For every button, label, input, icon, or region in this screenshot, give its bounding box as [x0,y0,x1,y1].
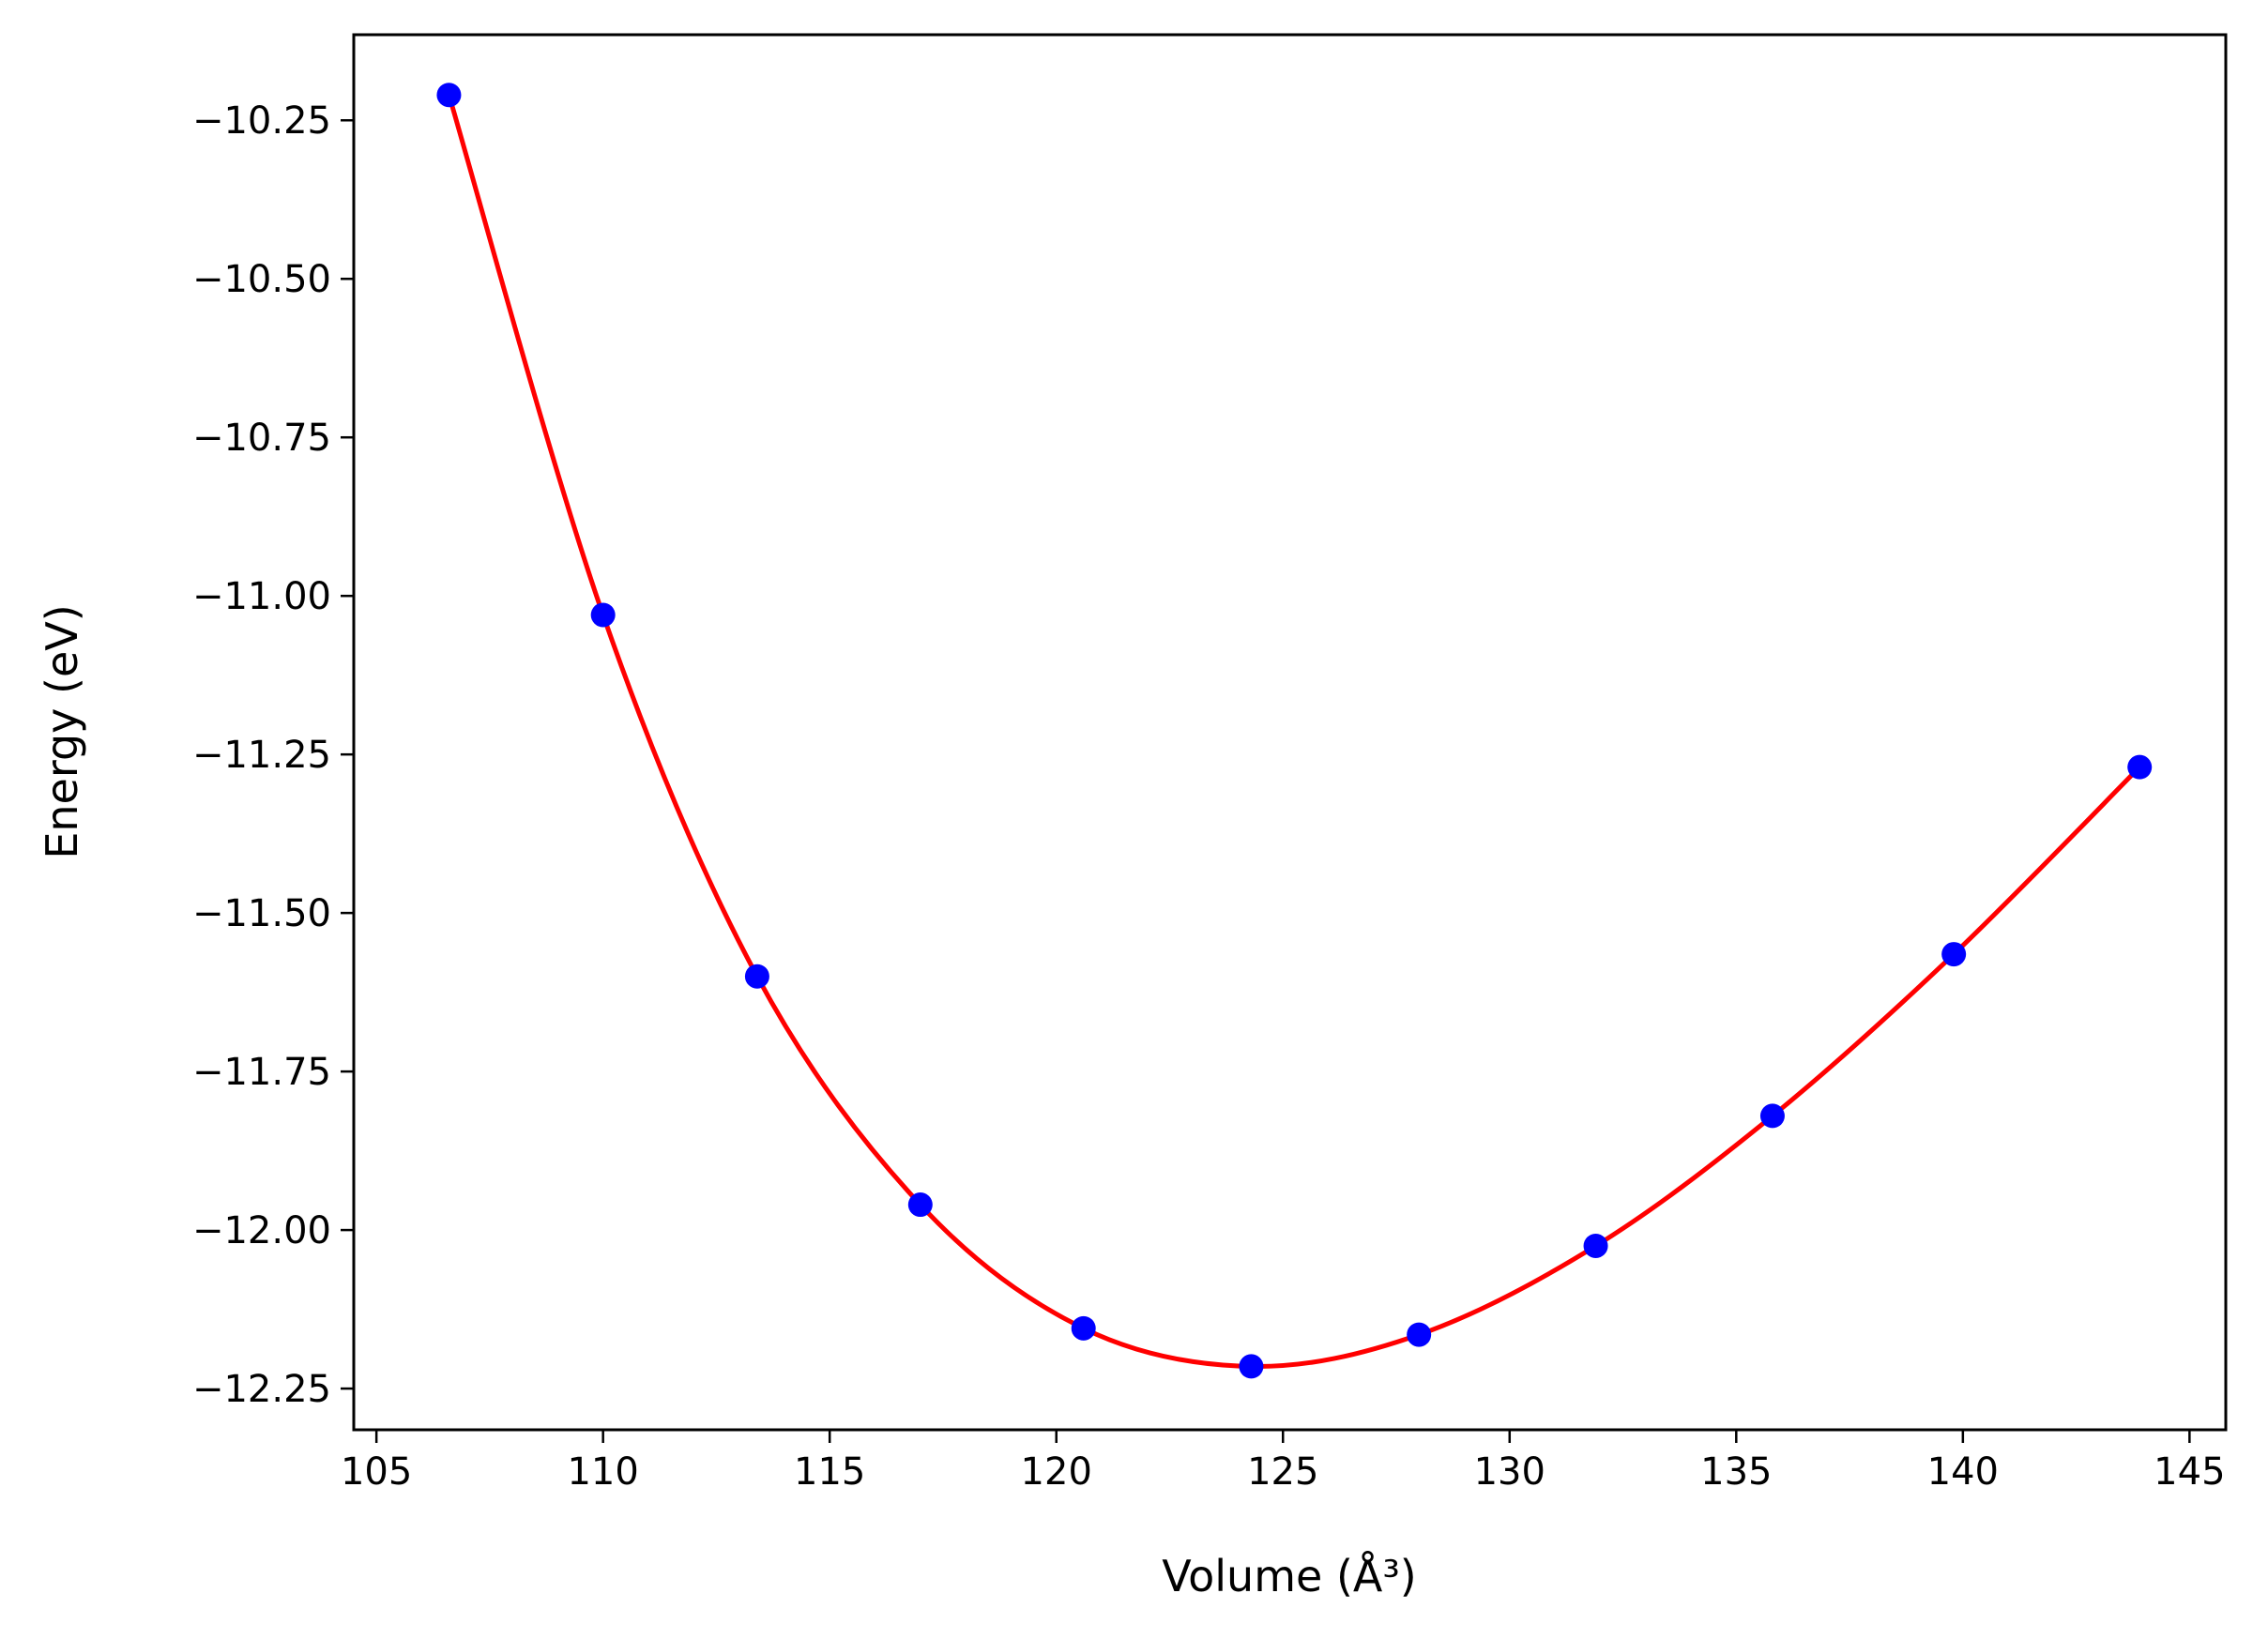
data-point [1583,1233,1608,1258]
data-point [744,964,769,989]
data-point [1071,1315,1096,1341]
x-tick-label: 105 [341,1450,412,1494]
data-points-layer [436,83,2153,1379]
y-tick-label: −11.25 [192,734,331,777]
y-tick-label: −11.00 [192,575,331,618]
x-tick-label: 110 [567,1450,638,1494]
x-axis-ticks: 105 110 115 120 125 130 135 140 145 [341,1430,2226,1494]
x-tick-label: 130 [1474,1450,1545,1494]
y-tick-label: −10.25 [192,99,331,143]
fit-curve-layer [447,94,2141,1369]
data-point [907,1192,933,1218]
y-tick-label: −10.75 [192,417,331,460]
x-axis-label: Volume (Å³) [1162,1551,1417,1601]
data-point [1407,1322,1432,1347]
x-tick-label: 115 [794,1450,865,1494]
y-tick-label: −11.75 [192,1051,331,1094]
y-tick-label: −10.50 [192,258,331,301]
data-point [1239,1354,1264,1379]
data-point [436,83,462,108]
x-tick-label: 125 [1247,1450,1318,1494]
x-tick-label: 135 [1700,1450,1772,1494]
y-tick-label: −11.50 [192,892,331,935]
x-tick-label: 145 [2154,1450,2225,1494]
x-tick-label: 120 [1021,1450,1092,1494]
plot-frame [352,33,2228,1432]
data-point [1759,1103,1785,1129]
y-axis-label: Energy (eV) [37,604,87,858]
y-axis-ticks: −10.25 −10.50 −10.75 −11.00 −11.25 −11.50 −11.… [192,99,354,1411]
data-point [2127,754,2153,780]
y-tick-label: −12.25 [192,1368,331,1411]
x-tick-label: 140 [1927,1450,1999,1494]
y-tick-label: −12.00 [192,1209,331,1252]
data-point [1941,942,1967,967]
data-point [590,602,616,628]
fit-curve-line [447,94,2141,1369]
